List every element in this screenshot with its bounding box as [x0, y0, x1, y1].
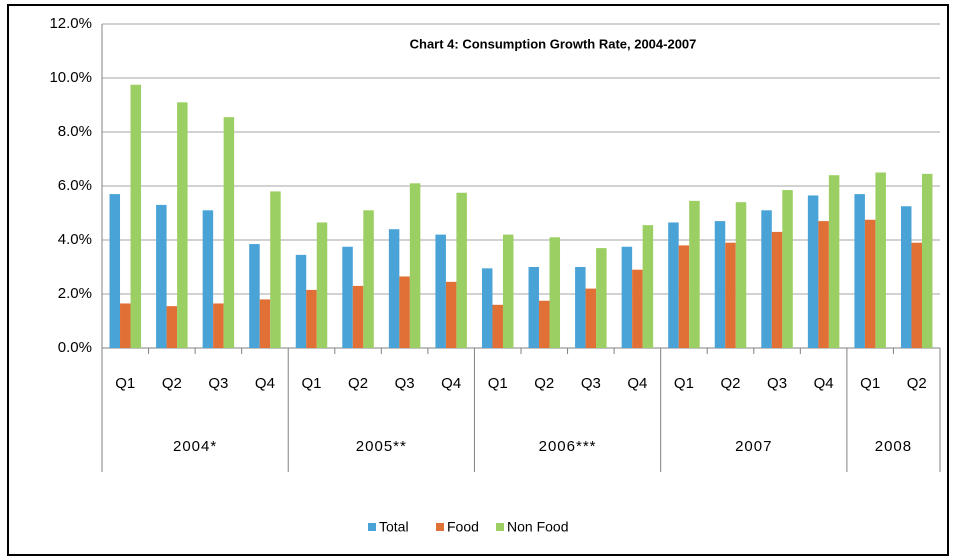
chart-title: Chart 4: Consumption Growth Rate, 2004-2… [410, 36, 697, 51]
x-tick-label: Q2 [162, 375, 182, 392]
x-tick-label: Q4 [441, 375, 461, 392]
y-tick-label: 2.0% [58, 285, 92, 302]
bar [549, 237, 561, 348]
bar [621, 246, 633, 348]
legend-label: Food [447, 519, 479, 535]
bar [435, 234, 446, 348]
x-tick-label: Q3 [208, 375, 228, 392]
bar [771, 231, 783, 348]
bar [725, 242, 736, 348]
legend-label: Non Food [507, 519, 568, 535]
bar [270, 191, 281, 348]
bar [632, 269, 643, 348]
bar [130, 84, 142, 348]
bar [306, 289, 317, 348]
group-label: 2008 [875, 438, 912, 455]
bar [678, 245, 690, 348]
bar [481, 268, 493, 348]
bar [921, 173, 933, 348]
bar [642, 225, 654, 348]
bar [828, 175, 840, 348]
bar [295, 254, 307, 348]
bar [177, 102, 188, 348]
bar [854, 194, 865, 348]
bar [352, 285, 364, 348]
bar [109, 194, 121, 348]
x-tick-label: Q3 [767, 375, 787, 392]
bar [249, 244, 260, 348]
x-tick-label: Q2 [907, 375, 927, 392]
legend-label: Total [379, 519, 409, 535]
bar [259, 299, 271, 348]
bar [399, 276, 410, 348]
bar [363, 210, 374, 348]
x-tick-label: Q3 [395, 375, 415, 392]
y-tick-label: 0.0% [58, 339, 92, 356]
x-tick-label: Q2 [348, 375, 368, 392]
bar [445, 281, 457, 348]
bar [316, 222, 328, 348]
bar [456, 192, 467, 348]
bar [596, 248, 607, 348]
bar [875, 172, 886, 348]
y-tick-label: 8.0% [58, 123, 92, 140]
bar [818, 221, 829, 348]
bar [900, 206, 912, 348]
bar [213, 303, 224, 348]
bar [864, 219, 876, 348]
legend-swatch [436, 523, 444, 531]
bar [342, 246, 353, 348]
bar [714, 221, 726, 348]
x-tick-label: Q4 [627, 375, 647, 392]
bar [166, 306, 178, 348]
group-label: 2007 [735, 438, 772, 455]
group-label: 2005** [356, 438, 407, 455]
bar [409, 183, 421, 348]
y-tick-label: 4.0% [58, 231, 92, 248]
y-tick-label: 6.0% [58, 177, 92, 194]
x-tick-label: Q1 [488, 375, 508, 392]
x-tick-label: Q4 [814, 375, 834, 392]
bar [761, 210, 772, 348]
bar [528, 267, 540, 348]
bar [575, 267, 586, 348]
y-tick-label: 10.0% [49, 69, 92, 86]
group-label: 2004* [173, 438, 217, 455]
x-tick-label: Q1 [115, 375, 135, 392]
legend-swatch [496, 523, 504, 531]
bar [585, 288, 597, 348]
x-tick-label: Q4 [255, 375, 275, 392]
bar [223, 117, 235, 349]
bar [911, 242, 922, 348]
group-label: 2006*** [539, 438, 597, 455]
bar [388, 229, 400, 348]
frame [7, 4, 949, 556]
x-tick-label: Q1 [301, 375, 321, 392]
bar [156, 204, 167, 348]
legend-swatch [368, 523, 376, 531]
x-tick-label: Q2 [720, 375, 740, 392]
y-tick-label: 12.0% [49, 15, 92, 32]
bar [668, 222, 679, 348]
bar [539, 300, 550, 348]
x-tick-label: Q2 [534, 375, 554, 392]
bar [120, 303, 131, 348]
bar [492, 304, 503, 348]
x-tick-label: Q3 [581, 375, 601, 392]
x-tick-label: Q1 [674, 375, 694, 392]
bar [502, 234, 514, 348]
bar [782, 190, 793, 348]
bar [689, 200, 700, 348]
bar [807, 195, 819, 348]
x-tick-label: Q1 [860, 375, 880, 392]
bar [202, 210, 214, 348]
bar [735, 202, 747, 348]
